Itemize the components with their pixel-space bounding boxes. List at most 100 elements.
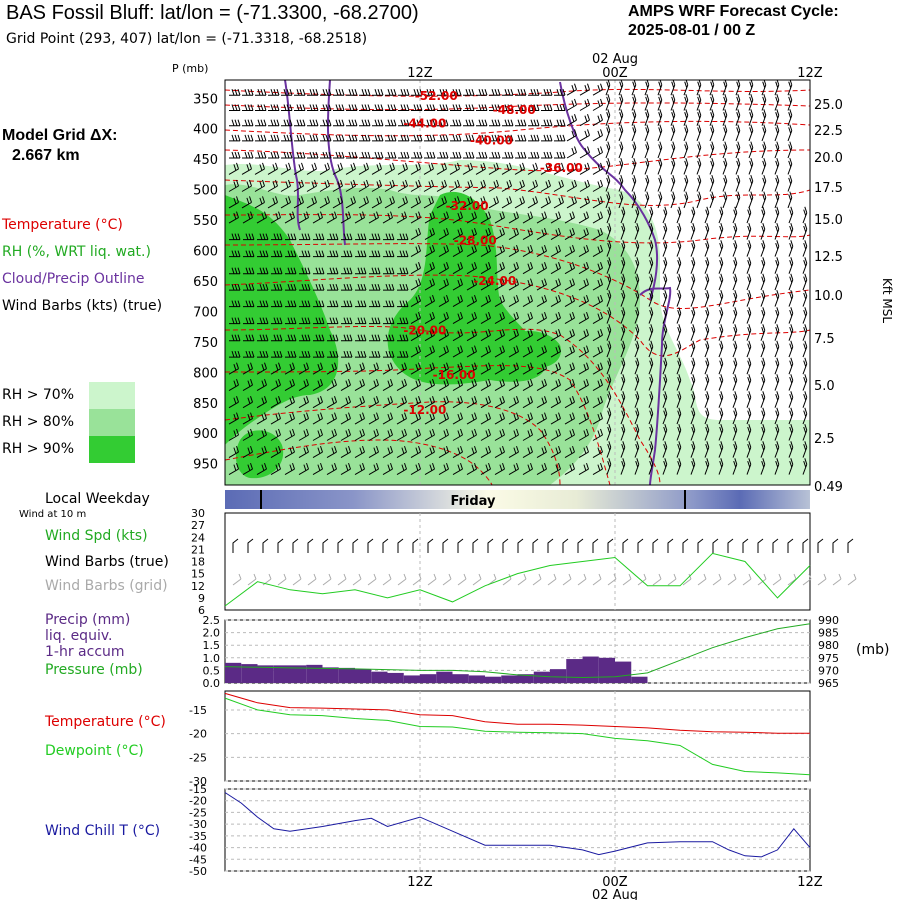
wind-barb-true <box>427 538 434 553</box>
wind-barb <box>540 179 551 192</box>
wind-barb <box>368 428 379 441</box>
wind-barb <box>326 412 337 425</box>
wind-barb <box>718 391 724 408</box>
wind-barb-grid <box>442 573 452 586</box>
wind-barb <box>475 196 486 209</box>
wind-barb <box>774 307 780 324</box>
wind-barb <box>228 428 239 441</box>
wind-barb <box>346 119 358 127</box>
wind-barb <box>564 462 575 476</box>
wind-barb <box>267 196 278 209</box>
wind-barb <box>578 244 589 258</box>
wind-barb <box>620 407 626 425</box>
legend-temperature: Temperature (°C) <box>2 217 123 233</box>
wind-barb <box>494 294 505 308</box>
wind-barb <box>242 134 254 142</box>
wind-barb <box>494 445 505 459</box>
wind-barb <box>285 267 297 275</box>
wind-barb <box>760 391 766 408</box>
grid-point-subtitle: Grid Point (293, 407) lat/lon = (-71.331… <box>6 31 368 47</box>
windchill-tick-label: -40 <box>189 842 207 855</box>
wind-barb <box>579 98 590 111</box>
wind-barb <box>760 257 766 274</box>
wind-barb-grid <box>382 573 392 586</box>
wind-barb <box>536 362 547 375</box>
wind-barb <box>385 104 397 111</box>
wind-barb <box>648 290 654 307</box>
wind-barb <box>397 196 408 209</box>
wind-barb <box>424 104 436 111</box>
temp-gridlines <box>225 691 810 782</box>
wind-barb <box>293 162 304 175</box>
precip-bar <box>355 669 372 683</box>
legend-rh70-label: RH > 70% <box>2 387 75 403</box>
wind-tick-label: 24 <box>191 531 205 544</box>
wind-barb <box>341 233 353 241</box>
wind-barb <box>270 362 281 375</box>
wind-barb <box>554 119 566 127</box>
wind-barb <box>424 244 435 258</box>
wind-barb <box>256 362 267 375</box>
windchill-tick-label: -45 <box>189 853 207 866</box>
wind-barb <box>332 196 343 209</box>
wind-barb <box>704 307 710 324</box>
wind-barb-grid <box>592 573 602 586</box>
precip-bar <box>533 671 550 683</box>
wind-barb <box>255 119 267 127</box>
wind-barb <box>564 211 575 224</box>
precip-bar <box>631 676 648 683</box>
wind-barb <box>644 124 650 142</box>
wind-barb <box>437 151 449 159</box>
wind-barb <box>709 191 715 209</box>
wind-barb <box>606 441 612 458</box>
wind-barb-true <box>292 538 299 553</box>
wind-barb <box>312 462 323 476</box>
forecast-cycle-line2: 2025-08-01 / 00 Z <box>628 22 756 39</box>
wind-barb <box>774 340 780 358</box>
wind-barb <box>494 412 505 425</box>
wind-speed-line <box>224 552 811 607</box>
wind-barb <box>605 191 611 209</box>
wind-barb <box>480 378 491 392</box>
wind-barb <box>690 407 696 425</box>
wind-barb <box>243 317 255 325</box>
wind-barb <box>228 211 239 224</box>
wind-barb <box>396 378 407 392</box>
wind-barb <box>774 223 780 240</box>
wind-barb <box>618 109 624 126</box>
wind-barb <box>410 262 421 275</box>
model-grid-line2: 2.667 km <box>12 147 80 164</box>
wind-barb-true <box>502 538 509 553</box>
wind-barb <box>788 223 794 240</box>
wind-barb <box>480 396 491 409</box>
wind-barb <box>228 162 239 175</box>
wind-barb <box>327 300 339 308</box>
wind-barb <box>578 278 589 291</box>
wind-barb <box>312 211 323 224</box>
wind-barb <box>802 206 808 224</box>
wind-barb-true <box>322 538 329 553</box>
wind-barb <box>466 211 477 224</box>
wind-barb <box>592 445 603 459</box>
wind-barb <box>397 317 409 325</box>
wind-barb <box>476 151 488 159</box>
wind-barb <box>229 334 241 342</box>
wind-barb <box>452 227 463 241</box>
wind-barb <box>327 334 339 342</box>
precip-tick-label: 2.5 <box>203 614 221 627</box>
precip-tick-label: 0.5 <box>203 664 221 677</box>
wind-barb <box>774 391 780 408</box>
wind-barb <box>788 407 794 425</box>
wind-barb <box>480 428 491 441</box>
wind-barb-true <box>817 538 824 553</box>
wind-barb <box>606 206 612 224</box>
wind-barb <box>774 124 780 142</box>
wind-barb <box>722 141 728 159</box>
wind-barb <box>372 151 384 159</box>
wind-barb <box>488 196 499 209</box>
wind-barb <box>480 345 491 358</box>
wind-barb <box>333 89 345 96</box>
wind-barb <box>644 93 650 111</box>
wind-barb <box>268 151 280 159</box>
wind-barb <box>722 80 728 96</box>
